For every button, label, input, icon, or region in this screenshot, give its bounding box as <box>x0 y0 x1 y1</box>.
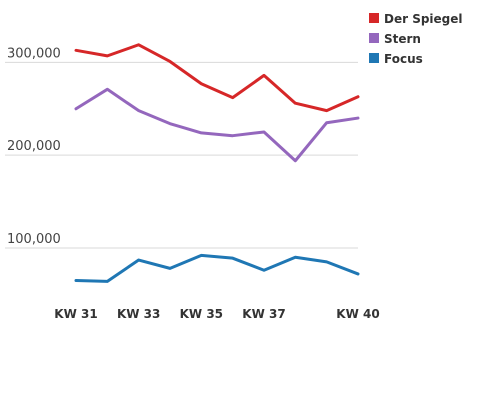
legend[interactable]: Der Spiegel Stern Focus <box>369 12 463 66</box>
x-tick-label: KW 40 <box>336 307 379 321</box>
series-line-der-spiegel <box>74 43 360 113</box>
legend-item[interactable]: Der Spiegel <box>369 12 463 26</box>
legend-swatch <box>369 33 379 43</box>
x-tick-label: KW 37 <box>242 307 285 321</box>
series-line-focus <box>74 253 360 283</box>
x-tick-label: KW 33 <box>117 307 160 321</box>
x-axis-tick-labels: KW 31 KW 33 KW 35 KW 37 KW 40 <box>54 307 379 321</box>
x-tick-label: KW 31 <box>54 307 97 321</box>
gridlines <box>5 61 358 249</box>
legend-label: Focus <box>384 52 423 66</box>
y-axis-tick-labels: 100,000 200,000 300,000 <box>7 46 61 247</box>
series-lines <box>74 43 360 283</box>
legend-label: Der Spiegel <box>384 12 463 26</box>
legend-item[interactable]: Focus <box>369 52 423 66</box>
y-tick-label: 300,000 <box>7 46 61 61</box>
y-tick-label: 100,000 <box>7 232 61 247</box>
legend-swatch <box>369 13 379 23</box>
legend-item[interactable]: Stern <box>369 32 421 46</box>
legend-label: Stern <box>384 32 421 46</box>
x-tick-label: KW 35 <box>180 307 223 321</box>
legend-swatch <box>369 53 379 63</box>
series-line-stern <box>74 87 360 163</box>
y-tick-label: 200,000 <box>7 139 61 154</box>
